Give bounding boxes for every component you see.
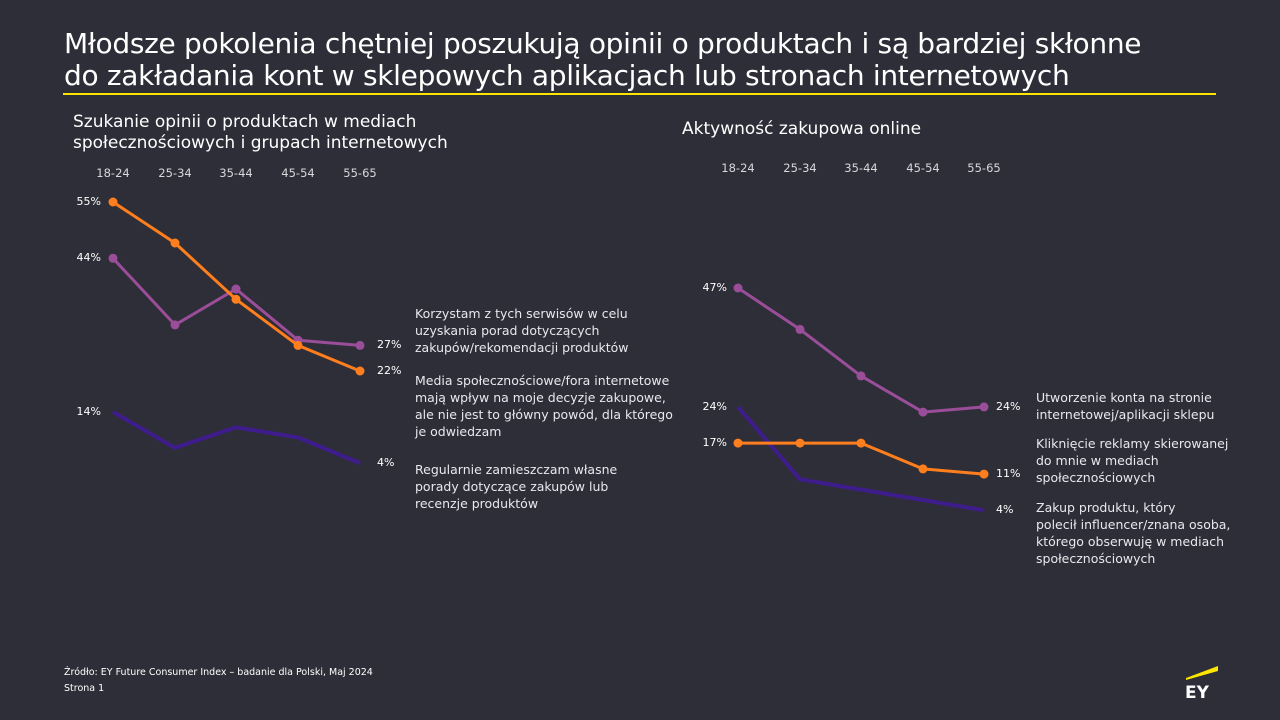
chart-2-series-orange-start-label: 17% (702, 436, 727, 450)
source-note: Źródło: EY Future Consumer Index – badan… (64, 667, 373, 678)
chart-1-title-line-2: społecznościowych i grupach internetowyc… (73, 133, 448, 153)
legend-line: Korzystam z tych serwisów w celu (415, 306, 628, 321)
chart-2-series-purple-point-45-54 (918, 407, 928, 417)
legend-line: Media społecznościowe/fora internetowe (415, 373, 670, 388)
chart-1-series-purple-point-18-24 (108, 253, 118, 263)
chart-2-x-tick-18-24: 18-24 (721, 161, 755, 175)
chart-2-series-dark_purple-end-label: 4% (996, 503, 1014, 517)
chart-1-legend-orange: Media społecznościowe/fora internetowe ma… (415, 372, 673, 440)
chart-2-x-tick-25-34: 25-34 (783, 161, 817, 175)
chart-2-series-purple-point-35-44 (856, 371, 866, 381)
ey-logo-icon: EY (1185, 666, 1218, 700)
chart-2-series-purple-point-18-24 (733, 283, 743, 293)
chart-1-series-dark_purple-line (111, 410, 361, 465)
chart-2-series-purple-line (737, 286, 985, 414)
page-title-line-2: do zakładania kont w sklepowych aplikacj… (64, 59, 1070, 92)
page-number: Strona 1 (64, 683, 105, 694)
chart-2-series-orange-end-label: 11% (996, 467, 1021, 481)
chart-1-series-purple-point-25-34 (170, 320, 180, 330)
chart-1-series-orange-start-label: 55% (76, 195, 101, 208)
chart-2-legend-orange: Kliknięcie reklamy skierowanej do mnie w … (1036, 435, 1228, 486)
ey-logo-beam (1186, 666, 1218, 680)
chart-1-title-line-1: Szukanie opinii o produktach w mediach (73, 112, 417, 132)
page-title-line-1: Młodsze pokolenia chętniej poszukują opi… (64, 27, 1142, 60)
chart-2-series-orange-point-18-24 (733, 438, 743, 448)
chart-2-series-orange-point-45-54 (918, 464, 928, 474)
chart-2-legend-purple: Utworzenie konta na stronie internetowej/… (1036, 389, 1214, 423)
chart-2-x-tick-45-54: 45-54 (906, 161, 940, 175)
legend-line: recenzje produktów (415, 496, 539, 511)
chart-1-series-orange-point-25-34 (170, 238, 180, 248)
chart-2-series-orange-point-55-65 (979, 469, 989, 479)
chart-1-series-orange-point-55-65 (355, 366, 365, 376)
chart-1-series-orange-point-35-44 (231, 294, 241, 304)
legend-line: Regularnie zamieszczam własne (415, 462, 618, 477)
chart-1-series-orange-end-label: 22% (377, 363, 402, 377)
chart-2-x-tick-55-65: 55-65 (967, 161, 1001, 175)
legend-line: którego obserwuję w mediach (1036, 534, 1225, 549)
chart-2-legend-dark_purple: Zakup produktu, który polecił influencer/… (1036, 499, 1230, 567)
chart-2-series-dark_purple-start-label: 24% (702, 399, 727, 413)
chart-2-title: Aktywność zakupowa online (682, 119, 921, 140)
legend-line: uzyskania porad dotyczących (415, 323, 600, 338)
legend-line: porady dotyczące zakupów lub (415, 479, 609, 494)
chart-1-series-purple-end-label: 27% (377, 338, 402, 352)
chart-1-title: Szukanie opinii o produktach w mediach s… (73, 112, 448, 154)
chart-2-series-orange-point-35-44 (856, 438, 866, 448)
chart-1-x-tick-45-54: 45-54 (281, 166, 315, 180)
chart-2-series-purple-point-25-34 (795, 324, 805, 334)
chart-2-series-orange-point-25-34 (795, 438, 805, 448)
chart-1-legend-purple: Korzystam z tych serwisów w celu uzyskani… (415, 305, 629, 356)
legend-line: internetowej/aplikacji sklepu (1036, 407, 1215, 422)
chart-1-x-tick-35-44: 35-44 (219, 166, 253, 180)
legend-line: polecił influencer/znana osoba, (1036, 517, 1231, 532)
chart-1-series-dark_purple-end-label: 4% (377, 456, 395, 470)
chart-2-series-purple-point-55-65 (979, 402, 989, 412)
chart-1-series-purple-start-label: 44% (76, 251, 101, 265)
chart-1-x-tick-18-24: 18-24 (96, 166, 130, 180)
chart-1-series-orange-point-18-24 (108, 197, 118, 207)
legend-line: społecznościowych (1036, 470, 1156, 485)
legend-line: je odwiedzam (415, 424, 502, 439)
chart-1-series-dark_purple-start-label: 14% (76, 404, 101, 418)
legend-line: zakupów/rekomendacji produktów (415, 340, 629, 355)
chart-2-series-purple-start-label: 47% (702, 281, 727, 294)
page-title: Młodsze pokolenia chętniej poszukują opi… (64, 28, 1224, 92)
legend-line: do mnie w mediach (1036, 453, 1159, 468)
chart-1-legend-dark_purple: Regularnie zamieszczam własne porady doty… (415, 461, 617, 512)
title-underline (63, 93, 1216, 95)
chart-1-x-tick-55-65: 55-65 (343, 166, 377, 180)
legend-line: mają wpływ na moje decyzje zakupowe, (415, 390, 666, 405)
legend-line: Kliknięcie reklamy skierowanej (1036, 436, 1229, 451)
legend-line: ale nie jest to główny powód, dla któreg… (415, 407, 673, 422)
chart-2-x-tick-35-44: 35-44 (844, 161, 878, 175)
legend-line: społecznościowych (1036, 551, 1156, 566)
legend-line: Zakup produktu, który (1036, 500, 1176, 515)
chart-1-series-purple-point-35-44 (231, 284, 241, 294)
chart-2-series-dark_purple-line (736, 405, 985, 513)
legend-line: Utworzenie konta na stronie (1036, 390, 1212, 405)
chart-2-title-line-1: Aktywność zakupowa online (682, 119, 922, 139)
chart-1-series-purple-point-55-65 (355, 340, 365, 350)
chart-1-series-orange-point-45-54 (293, 340, 303, 350)
chart-2-series-purple-end-label: 24% (996, 399, 1021, 413)
ey-logo-text: EY (1185, 683, 1210, 700)
chart-1-x-tick-25-34: 25-34 (158, 166, 192, 180)
